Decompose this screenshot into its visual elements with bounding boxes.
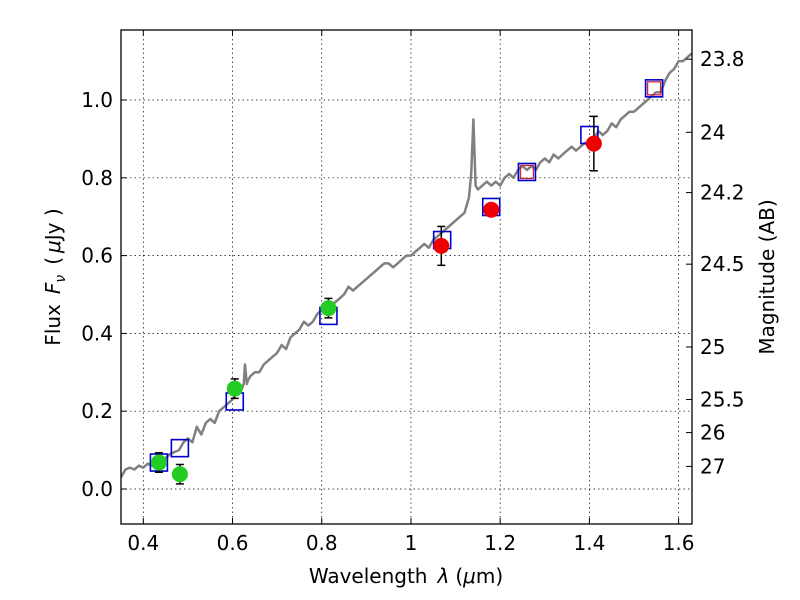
y-tick-label: 0.6 (81, 244, 113, 268)
data-point (150, 454, 167, 471)
right-tick-label: 23.8 (700, 47, 745, 71)
y-tick-label: 1.0 (81, 88, 113, 112)
plot-frame (120, 29, 693, 525)
square-marker (519, 164, 535, 180)
data-point (171, 466, 188, 483)
x-tick-label: 1.2 (484, 531, 516, 555)
data-point (433, 237, 450, 254)
square-marker (517, 162, 537, 182)
x-tick-label: 1.4 (573, 531, 605, 555)
x-axis-label: Wavelength λ (μm) (309, 564, 503, 588)
x-tick-label: 0.8 (306, 531, 338, 555)
right-tick-label: 25.5 (700, 388, 745, 412)
y-tick-label: 0.8 (81, 166, 113, 190)
right-tick-label: 24.2 (700, 181, 745, 205)
data-point (226, 380, 243, 397)
x-tick-label: 1 (405, 531, 418, 555)
x-tick-label: 1.6 (663, 531, 695, 555)
square-marker (644, 79, 664, 98)
y-axis-label: FluxFν(μJy ) (41, 208, 69, 345)
right-tick-label: 27 (700, 454, 725, 478)
square-marker (170, 438, 190, 458)
data-point (585, 135, 602, 152)
square-marker (646, 81, 662, 96)
spectrum-line (121, 52, 692, 478)
right-tick-label: 25 (700, 335, 725, 359)
right-tick-label: 24 (700, 120, 725, 144)
grid-lines (121, 30, 692, 524)
series-layer (121, 52, 692, 485)
data-point (483, 201, 500, 218)
x-tick-label: 0.6 (217, 531, 249, 555)
x-tick-label: 0.4 (127, 531, 159, 555)
data-point (320, 300, 337, 317)
right-tick-label: 26 (700, 421, 725, 445)
right-axis-label: Magnitude (AB) (755, 199, 779, 354)
plot-area (121, 52, 692, 485)
y-tick-label: 0.2 (81, 399, 113, 423)
right-tick-label: 24.5 (700, 252, 745, 276)
y-tick-label: 0.0 (81, 477, 113, 501)
ticks: 0.4 0.6 0.8 1 1.2 1.4 1.6 0.0 0.2 0.4 0.6 0.8 1.0 23.… (81, 30, 745, 555)
y-tick-label: 0.4 (81, 321, 113, 345)
